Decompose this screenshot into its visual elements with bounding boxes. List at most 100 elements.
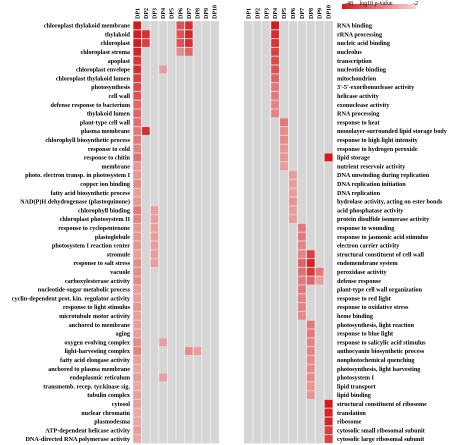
row-label: membrane bbox=[101, 163, 130, 170]
heatmap-cell bbox=[133, 347, 142, 355]
column-label: DP1 bbox=[135, 8, 141, 19]
row-label: lipid transport bbox=[337, 383, 377, 390]
row-label: anchored to plasma membrane bbox=[48, 366, 130, 373]
heatmap-cell bbox=[150, 250, 159, 259]
heatmap-cell bbox=[133, 232, 142, 241]
heatmap-cell bbox=[133, 74, 142, 83]
heatmap-cell bbox=[297, 303, 306, 311]
heatmap-cell bbox=[133, 408, 142, 417]
heatmap-cell bbox=[315, 267, 324, 276]
row-label: DNA unwinding during replication bbox=[337, 172, 430, 179]
heatmap-cell bbox=[133, 197, 142, 206]
row-label: response to heat bbox=[337, 119, 380, 126]
row-label: photosystem I bbox=[337, 375, 375, 382]
row-label: photosynthesis bbox=[91, 84, 130, 91]
heatmap-cell bbox=[324, 408, 333, 417]
heatmap-cell bbox=[271, 47, 280, 56]
heatmap-cell bbox=[280, 153, 288, 162]
heatmap-cell bbox=[142, 39, 150, 47]
row-label: response to cyclopentenone bbox=[58, 225, 130, 232]
row-label: peroxidase activity bbox=[337, 269, 387, 276]
row-label: response to light stimulus bbox=[63, 304, 131, 311]
heatmap-cell bbox=[159, 373, 167, 382]
heatmap-cell bbox=[133, 91, 142, 100]
row-label: response to red light bbox=[337, 295, 392, 302]
row-label: lipid storage bbox=[337, 155, 370, 162]
heatmap-cell bbox=[133, 171, 142, 179]
heatmap-cell bbox=[297, 250, 306, 259]
heatmap-cell bbox=[133, 382, 142, 391]
heatmap-cell bbox=[289, 188, 297, 197]
heatmap-cell bbox=[133, 426, 142, 435]
row-label: cell wall bbox=[109, 93, 131, 100]
row-label: response to chitin bbox=[84, 155, 131, 162]
row-label: RNA processing bbox=[337, 111, 380, 118]
heatmap-cell bbox=[280, 162, 288, 171]
row-label: apoplast bbox=[108, 58, 131, 65]
heatmap-cell bbox=[133, 311, 142, 320]
row-label: response to salicylic acid stimulus bbox=[337, 339, 426, 346]
heatmap-cell bbox=[150, 206, 159, 215]
heatmap-cell bbox=[150, 259, 159, 267]
row-label: copper ion binding bbox=[80, 181, 131, 188]
column-label: DP8 bbox=[309, 8, 315, 19]
row-label: response to oxidative stress bbox=[337, 304, 409, 311]
heatmap-cell bbox=[142, 127, 150, 135]
row-label: NAD(P)H dehydrogenase (plastoquinone) bbox=[20, 199, 130, 206]
heatmap-cell bbox=[142, 30, 150, 39]
row-label: DNA-directed RNA polymerase activity bbox=[25, 436, 130, 443]
heatmap-cell bbox=[133, 135, 142, 144]
column-label: DP3 bbox=[264, 8, 270, 19]
heatmap-cell bbox=[133, 399, 142, 408]
row-label: transmemb. recep. tyr.kinase sig. bbox=[43, 383, 130, 390]
heatmap-cell bbox=[133, 250, 142, 259]
row-label: structural constituent of ribosome bbox=[337, 401, 427, 408]
row-label: thylakoid lumen bbox=[87, 111, 131, 118]
row-label: chlorophyll binding bbox=[78, 207, 131, 214]
row-label: RNA binding bbox=[337, 23, 373, 30]
row-label: plasma membrane bbox=[81, 128, 130, 135]
row-label: nuclear chromatin bbox=[81, 410, 130, 417]
row-label: electron carrier activity bbox=[337, 243, 400, 250]
heatmap-cell bbox=[324, 426, 333, 435]
row-label: oxygen evolving complex bbox=[64, 339, 131, 346]
heatmap-cell bbox=[297, 267, 306, 276]
row-label: defense response bbox=[337, 278, 381, 285]
column-label: DP9 bbox=[204, 8, 210, 19]
heatmap-cell bbox=[185, 347, 193, 355]
heatmap-cell bbox=[280, 135, 288, 144]
column-label: DP2 bbox=[144, 8, 150, 19]
heatmap-cell bbox=[271, 65, 280, 74]
column-label: DP6 bbox=[291, 8, 297, 19]
row-label: fatty acid biosynthetic process bbox=[51, 190, 131, 197]
row-label: response to high light intensity bbox=[337, 137, 419, 144]
row-label: cytosolic small ribosomal subunit bbox=[337, 427, 426, 434]
heatmap-cell bbox=[176, 30, 185, 39]
heatmap-cell bbox=[271, 30, 280, 39]
heatmap-cell bbox=[315, 276, 324, 285]
row-label: aging bbox=[116, 331, 131, 338]
heatmap-cell bbox=[176, 47, 185, 56]
row-label: nucleolus bbox=[337, 49, 362, 56]
row-label: exonuclease activity bbox=[337, 102, 390, 109]
column-label: DP8 bbox=[196, 8, 202, 19]
row-label: response to blue light bbox=[337, 331, 394, 338]
heatmap-cell bbox=[133, 144, 142, 153]
row-label: chloroplast stroma bbox=[81, 49, 130, 56]
heatmap-cell bbox=[133, 21, 142, 30]
heatmap-cell bbox=[133, 435, 142, 443]
heatmap-cell bbox=[150, 215, 159, 223]
heatmap-cell bbox=[133, 373, 142, 382]
heatmap-cell bbox=[133, 39, 142, 47]
row-label: helicase activity bbox=[337, 93, 380, 100]
heatmap-cell bbox=[280, 127, 288, 135]
row-label: cytosolic large ribosomal subunit bbox=[337, 436, 425, 443]
row-label: stromule bbox=[107, 251, 131, 258]
heatmap-cell bbox=[271, 21, 280, 30]
column-label: DP2 bbox=[255, 8, 261, 19]
heatmap-cell bbox=[133, 355, 142, 364]
row-label: response to hydrogen peroxide bbox=[337, 146, 418, 153]
row-label: chloroplast bbox=[101, 40, 131, 47]
row-label: structural constituent of cell wall bbox=[337, 251, 424, 258]
heatmap-cell bbox=[133, 30, 142, 39]
